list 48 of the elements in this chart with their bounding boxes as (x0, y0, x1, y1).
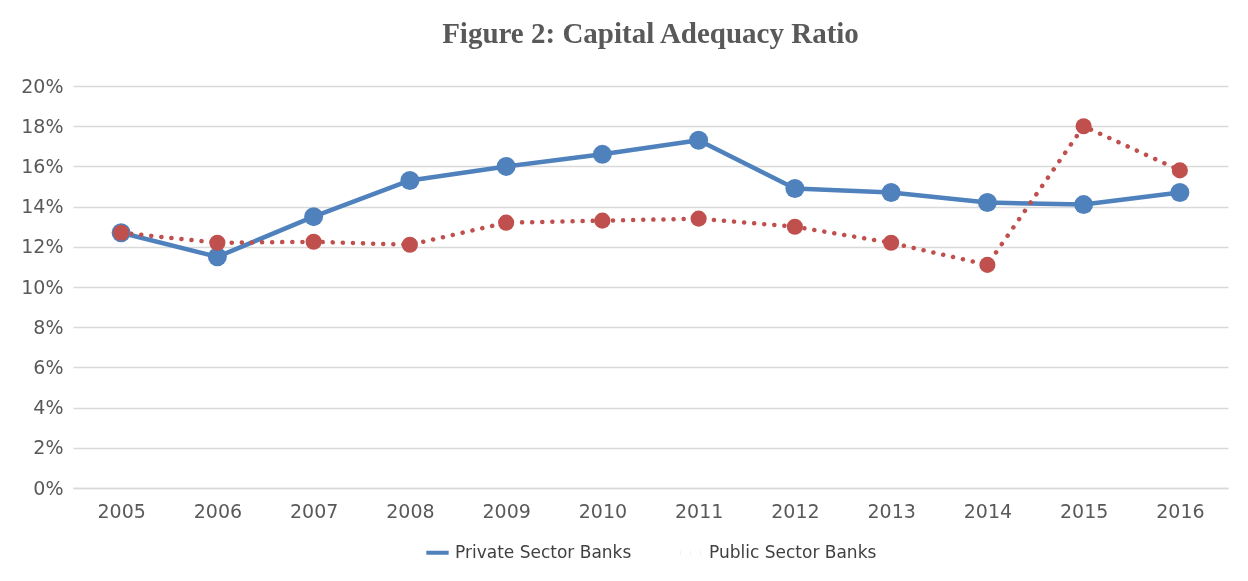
point (1074, 195, 1094, 215)
x-tick-label: 2012 (771, 499, 820, 522)
point (592, 144, 612, 164)
x-tick-label: 2011 (674, 499, 724, 522)
point (305, 233, 322, 250)
point (401, 236, 418, 253)
legend-label: Public Sector Banks (709, 541, 877, 562)
legend-label: Private Sector Banks (455, 541, 632, 562)
point (496, 156, 516, 176)
x-tick-label: 2010 (578, 499, 628, 522)
point (977, 193, 997, 213)
y-tick-label: 6% (33, 355, 64, 378)
y-tick-label: 18% (21, 114, 64, 137)
x-tick-label: 2014 (963, 499, 1013, 522)
x-tick-label: 2016 (1156, 499, 1205, 522)
point (1075, 118, 1092, 135)
x-tick-label: 2007 (289, 499, 339, 522)
point (207, 247, 227, 267)
point (979, 256, 996, 273)
point (883, 234, 900, 251)
x-tick-label: 2005 (97, 499, 146, 522)
y-tick-label: 0% (33, 476, 64, 499)
chart-title: Figure 2: Capital Adequacy Ratio (442, 17, 859, 49)
x-tick-label: 2015 (1059, 499, 1109, 522)
point (881, 183, 901, 202)
point (786, 218, 803, 235)
x-tick-label: 2008 (386, 499, 435, 522)
y-tick-label: 14% (21, 195, 64, 218)
point (1171, 162, 1188, 179)
point (689, 130, 709, 150)
y-tick-label: 8% (33, 315, 64, 338)
y-tick-label: 10% (21, 275, 64, 298)
y-tick-label: 4% (33, 396, 64, 419)
point (209, 234, 226, 251)
y-tick-label: 2% (33, 436, 64, 459)
x-tick-label: 2006 (193, 499, 243, 522)
x-tick-label: 2013 (867, 499, 916, 522)
point (594, 212, 611, 229)
point (498, 214, 515, 231)
point (400, 171, 420, 190)
point (785, 179, 805, 198)
point (304, 207, 324, 227)
x-tick-label: 2009 (482, 499, 531, 522)
y-tick-label: 20% (21, 74, 64, 97)
point (1170, 183, 1190, 202)
point (690, 210, 707, 227)
y-tick-label: 16% (21, 154, 64, 177)
y-tick-label: 12% (21, 235, 64, 258)
